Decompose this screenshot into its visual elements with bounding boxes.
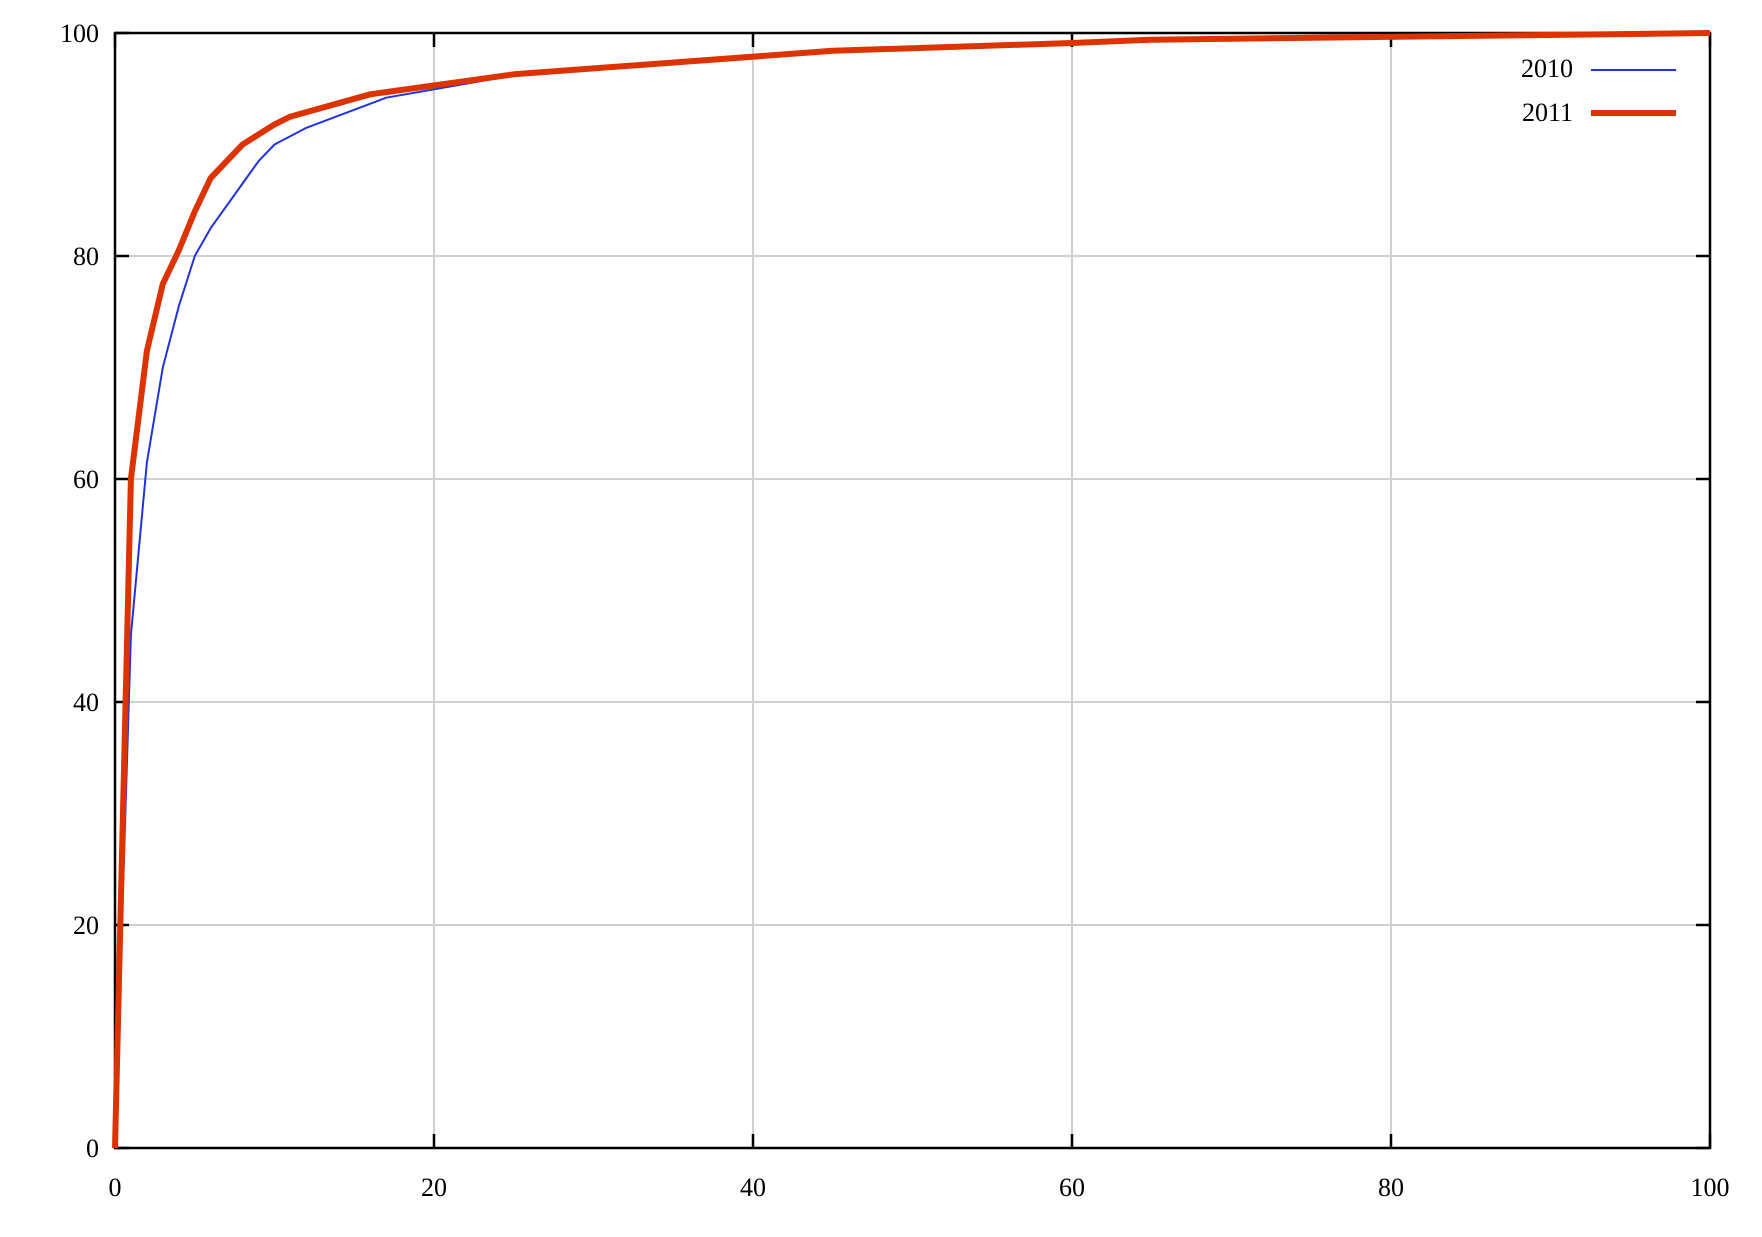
legend: 2010 2011 [1521, 54, 1676, 127]
series-line-2010 [114, 32, 1711, 1149]
y-tick-label: 80 [73, 242, 99, 271]
plot-frame [113, 31, 1712, 1150]
legend-label-2011: 2011 [1522, 98, 1573, 127]
series-line-2011 [112, 30, 1711, 1149]
y-tick-label: 20 [73, 911, 99, 940]
y-tick-label: 60 [73, 465, 99, 494]
legend-label-2010: 2010 [1521, 54, 1573, 83]
y-tick-label: 0 [86, 1134, 99, 1163]
grid [115, 33, 1710, 1148]
x-tick-label: 100 [1691, 1173, 1730, 1202]
x-tick-label: 20 [421, 1173, 447, 1202]
y-tick-label: 40 [73, 688, 99, 717]
ticks: 0 20 40 60 80 100 0 20 40 60 80 100 [60, 19, 1730, 1202]
x-tick-label: 60 [1059, 1173, 1085, 1202]
y-tick-label: 100 [60, 19, 99, 48]
series-lines [112, 30, 1711, 1149]
x-tick-label: 40 [740, 1173, 766, 1202]
x-tick-label: 0 [109, 1173, 122, 1202]
x-tick-label: 80 [1378, 1173, 1404, 1202]
